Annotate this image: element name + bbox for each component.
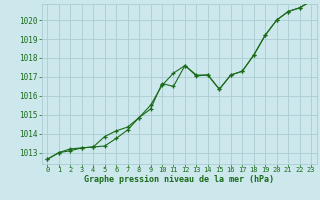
X-axis label: Graphe pression niveau de la mer (hPa): Graphe pression niveau de la mer (hPa) <box>84 175 274 184</box>
